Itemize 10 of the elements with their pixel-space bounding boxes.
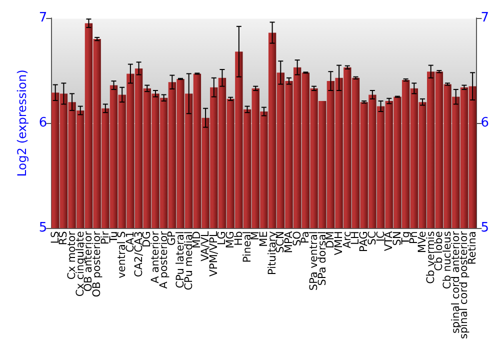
y-tick-label: 5 [38, 220, 48, 236]
y2-tick-label: 6 [480, 116, 490, 131]
y2-tick-label: 5 [480, 220, 490, 236]
x-tick-label: Tg [400, 231, 412, 246]
y2-tick-label: 7 [480, 10, 490, 26]
x-tick-label: Pituitary [266, 231, 278, 275]
y-axis-title: Log2 (expression) [15, 70, 29, 177]
y-tick-label: 7 [38, 10, 48, 26]
y-tick-label: 6 [38, 116, 48, 131]
x-tick-label: A posterior [158, 230, 170, 289]
